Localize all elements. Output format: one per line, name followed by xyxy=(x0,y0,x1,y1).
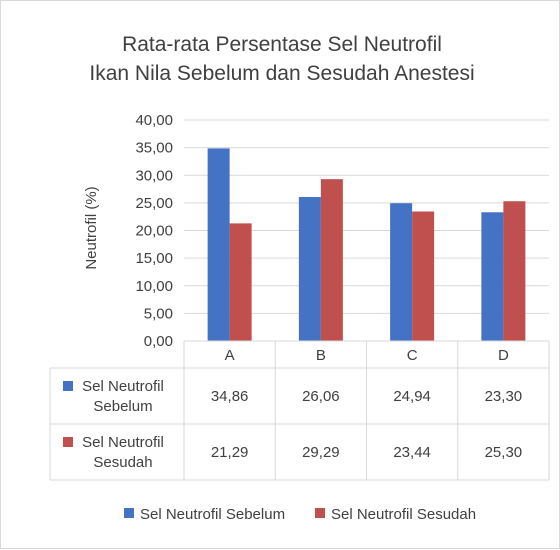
bar-sebelum-c xyxy=(390,203,413,341)
bar-sesudah-c xyxy=(412,211,435,341)
table-row-label: Sebelum xyxy=(93,398,152,415)
y-tick-label: 20,00 xyxy=(135,223,173,240)
table-cell-value: 29,29 xyxy=(302,444,340,461)
table-cell-value: 25,30 xyxy=(485,444,523,461)
legend-label: Sel Neutrofil Sesudah xyxy=(331,506,476,523)
table-cell-value: 23,30 xyxy=(485,388,523,405)
bars xyxy=(207,148,526,341)
category-label: A xyxy=(225,347,235,364)
y-tick-label: 0,00 xyxy=(144,333,173,350)
data-table: A B C D Sel Neutrofil Sebelum 34,86 26,06 24,94 2… xyxy=(49,340,550,481)
bar-sebelum-a xyxy=(207,148,230,341)
y-tick-label: 10,00 xyxy=(135,278,173,295)
category-label: D xyxy=(498,347,509,364)
y-tick-label: 30,00 xyxy=(135,167,173,184)
chart-title-line-2: Ikan Nila Sebelum dan Sesudah Anestesi xyxy=(89,62,474,85)
y-tick-label: 15,00 xyxy=(135,250,173,267)
table-legend-key xyxy=(63,437,73,447)
table-row-label: Sesudah xyxy=(93,454,152,471)
table-cell-value: 23,44 xyxy=(393,444,431,461)
legend: Sel Neutrofil Sebelum Sel Neutrofil Sesud… xyxy=(124,506,476,523)
y-tick-label: 40,00 xyxy=(135,112,173,129)
y-axis-label: Neutrofil (%) xyxy=(83,186,100,269)
table-legend-key xyxy=(63,381,73,391)
bar-sesudah-d xyxy=(503,201,526,341)
chart-title: Rata-rata Persentase Sel Neutrofil Ikan … xyxy=(89,33,474,85)
legend-label: Sel Neutrofil Sebelum xyxy=(140,506,285,523)
bar-sebelum-d xyxy=(481,212,504,341)
legend-swatch xyxy=(315,508,325,518)
category-label: B xyxy=(316,347,326,364)
table-row-label: Sel Neutrofil xyxy=(82,378,164,395)
y-tick-label: 35,00 xyxy=(135,140,173,157)
y-tick-label: 5,00 xyxy=(144,305,173,322)
table-cell-value: 34,86 xyxy=(211,388,249,405)
bar-sesudah-b xyxy=(320,179,343,341)
chart-title-line-1: Rata-rata Persentase Sel Neutrofil xyxy=(122,33,442,56)
bar-sesudah-a xyxy=(229,223,252,341)
table-row-label: Sel Neutrofil xyxy=(82,434,164,451)
y-tick-label: 25,00 xyxy=(135,195,173,212)
legend-swatch xyxy=(124,508,134,518)
table-cell-value: 24,94 xyxy=(393,388,431,405)
category-label: C xyxy=(407,347,418,364)
bar-sebelum-b xyxy=(298,197,321,341)
table-cell-value: 21,29 xyxy=(211,444,249,461)
y-axis-ticks: 0,00 5,00 10,00 15,00 20,00 25,00 30,00 35,00 40… xyxy=(135,112,173,350)
table-cell-value: 26,06 xyxy=(302,388,340,405)
